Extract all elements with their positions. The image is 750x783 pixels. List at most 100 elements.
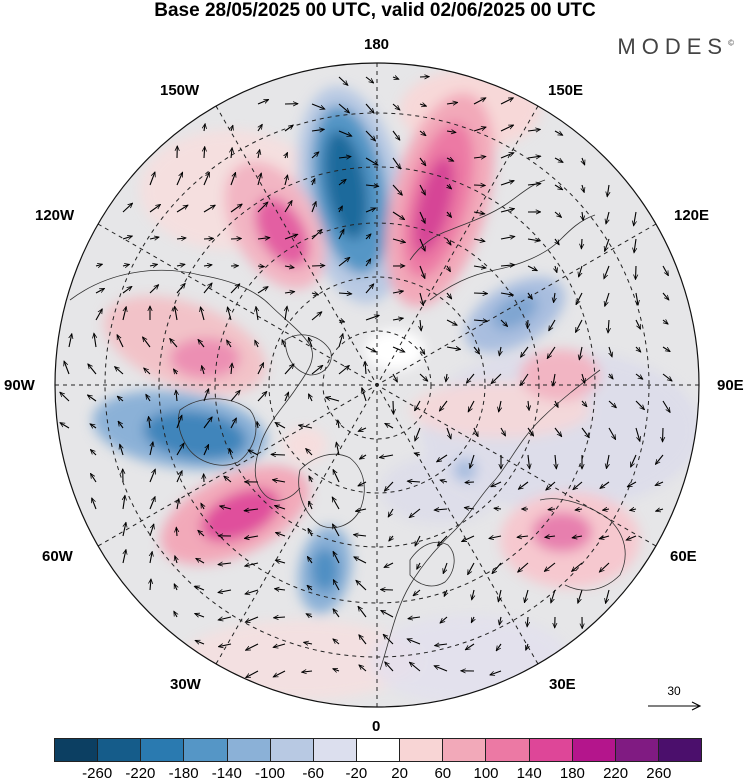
meridian (97, 223, 657, 547)
wind-arrow (203, 265, 212, 266)
wind-arrow (467, 400, 475, 412)
wind-arrow (662, 265, 669, 276)
wind-arrow (176, 390, 177, 402)
wind-arrow (655, 454, 664, 464)
wind-arrow (227, 307, 232, 321)
wind-arrow (600, 481, 610, 489)
wind-arrow (627, 481, 637, 488)
map-title: Base 28/05/2025 00 UTC, valid 02/06/2025… (154, 0, 596, 21)
wind-vectors (60, 76, 672, 679)
wind-arrow (419, 130, 426, 136)
wind-arrow (365, 284, 374, 294)
wind-arrow (662, 346, 670, 352)
wind-arrow (549, 319, 556, 331)
wind-arrow (285, 392, 289, 402)
wind-arrow (198, 530, 205, 537)
wind-arrow (257, 173, 261, 186)
colorbar-swatch (400, 739, 444, 761)
wind-arrow (575, 319, 583, 332)
colorbar-tick-label: 260 (646, 765, 672, 782)
wind-arrow (385, 662, 394, 672)
wind-arrow (581, 400, 587, 407)
wind-arrow (285, 306, 287, 321)
brand-text: MODES (617, 34, 729, 59)
wind-arrow (358, 428, 367, 432)
wind-arrow (150, 442, 153, 456)
anomaly-region (370, 615, 570, 705)
anomaly-region (365, 330, 425, 370)
wind-arrow (500, 153, 514, 159)
wind-arrow (122, 236, 132, 239)
lon-label-120e: 120E (674, 207, 710, 224)
colorbar-tick-label: -140 (211, 765, 242, 782)
wind-arrow (122, 550, 126, 564)
wind-arrow (606, 211, 609, 224)
coastline-siberia (429, 214, 596, 301)
wind-arrow (500, 124, 514, 132)
anomaly-region (520, 349, 600, 401)
wind-arrow (581, 427, 589, 438)
wind-arrow (419, 184, 426, 195)
wind-arrow (419, 346, 425, 354)
wind-arrow (92, 498, 97, 510)
wind-arrow (555, 454, 556, 469)
lon-label-150e: 150E (548, 82, 584, 99)
wind-arrow (472, 589, 474, 600)
wind-arrow (244, 509, 259, 511)
wind-arrow (338, 76, 348, 85)
wind-arrow (634, 238, 636, 253)
wind-arrow (338, 320, 345, 322)
wind-arrow (230, 449, 231, 456)
wind-arrow (143, 337, 151, 348)
wind-arrow (123, 495, 125, 510)
wind-arrow (554, 211, 562, 217)
wind-arrow (231, 363, 232, 375)
wind-arrow (635, 427, 640, 441)
wind-arrow (299, 425, 313, 428)
wind-arrow (473, 320, 488, 321)
wind-arrow (527, 616, 528, 627)
wind-arrow (64, 361, 70, 375)
wind-arrow (636, 265, 637, 280)
wind-arrow (282, 340, 285, 348)
wind-arrow (90, 450, 97, 456)
wind-arrow (203, 417, 212, 429)
wind-arrow (517, 536, 529, 537)
colorbar-tick-label: -100 (254, 765, 286, 782)
wind-arrow (311, 103, 325, 109)
wind-arrow (257, 202, 268, 213)
wind-arrow (392, 346, 405, 353)
wind-arrow (392, 318, 403, 320)
wind-arrow (526, 643, 528, 650)
wind-arrow (608, 427, 617, 440)
wind-arrow (284, 292, 295, 293)
colorbar-swatch (270, 739, 314, 761)
wind-arrow (365, 130, 376, 141)
wind-arrow (419, 373, 428, 381)
wind-arrow (176, 443, 184, 456)
wind-arrow (257, 422, 258, 429)
anomaly-region (255, 197, 309, 267)
wind-arrow (176, 471, 183, 483)
wind-arrow (498, 589, 501, 602)
wind-arrow (275, 506, 286, 510)
anomaly-region (283, 427, 327, 463)
wind-arrow (555, 238, 559, 245)
wind-arrow (662, 373, 672, 381)
wind-arrow (218, 563, 232, 565)
wind-arrow (195, 585, 205, 591)
wind-arrow (306, 613, 313, 617)
coastline-asia-south (539, 498, 626, 591)
wind-arrow (173, 584, 177, 591)
wind-arrow (573, 481, 583, 490)
wind-arrow (176, 283, 185, 294)
anomaly-region (200, 488, 280, 542)
anomaly-region (532, 512, 592, 552)
wind-arrow (258, 150, 260, 159)
wind-arrow (311, 293, 319, 295)
wind-arrow (446, 319, 457, 326)
wind-arrow (492, 562, 502, 574)
wind-arrow (437, 535, 448, 546)
wind-arrow (365, 234, 371, 240)
wind-arrow (311, 266, 325, 267)
